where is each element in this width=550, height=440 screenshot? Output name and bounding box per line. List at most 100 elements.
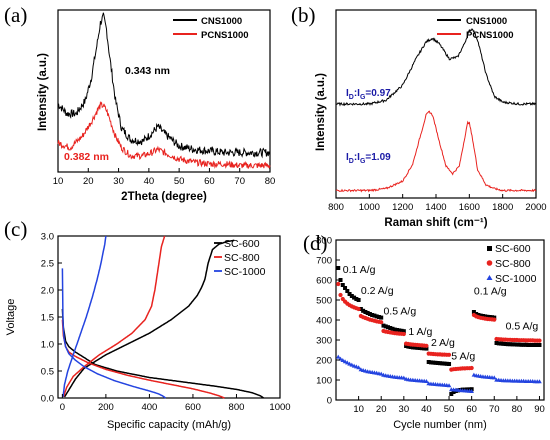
point-sc800-9 — [356, 306, 361, 312]
c-ytick-label-3: 1.5 — [41, 313, 54, 324]
point-sc600-84 — [526, 343, 531, 347]
legend-label-sc1000-d: SC-1000 — [495, 273, 537, 285]
legend-label-sc800-c: SC-800 — [224, 252, 260, 264]
d-xtick-label-8: 90 — [534, 404, 545, 415]
d-ytick-label-2: 200 — [316, 356, 332, 367]
series-line-c-5 — [62, 235, 107, 397]
panel-label-a: (a) — [4, 3, 27, 27]
a-xtick-label-1: 20 — [83, 176, 94, 187]
point-sc600-33 — [410, 345, 415, 350]
point-sc600-48 — [444, 361, 449, 366]
point-sc600-10 — [358, 307, 363, 311]
point-sc600-88 — [535, 343, 540, 347]
legend-marker-sc600-d — [487, 246, 492, 251]
point-sc600-6 — [349, 294, 354, 298]
rate-label-1: 0.2 A/g — [361, 285, 394, 297]
point-sc600-16 — [372, 313, 377, 318]
rate-label-3: 1 A/g — [408, 326, 432, 338]
c-xtick-label-3: 600 — [185, 402, 201, 413]
rate-label-7: 0.5 A/g — [506, 321, 539, 333]
panel-label-b: (b) — [291, 3, 316, 27]
c-ytick-label-6: 3.0 — [41, 232, 54, 243]
point-sc600-42 — [431, 360, 436, 365]
legend-label-sc600-d: SC-600 — [495, 243, 531, 255]
annotations-d: 0.1 A/g 0.2 A/g 0.5 A/g 1 A/g2 A/g5 A/g 0.1 … — [343, 264, 539, 362]
series-line-c-1 — [63, 239, 235, 398]
point-sc600-39 — [424, 346, 429, 351]
point-sc600-21 — [383, 324, 388, 329]
point-sc1000-4 — [345, 360, 350, 365]
b-xtick-label-4: 1600 — [459, 202, 480, 213]
series-line-c-4 — [61, 268, 167, 399]
series-group-a — [57, 12, 271, 170]
point-sc600-87 — [532, 343, 537, 347]
point-sc600-15 — [370, 313, 375, 317]
c-ytick-label-2: 1.0 — [41, 340, 54, 351]
annotation-ratio-pcns1000: ID:IG=1.09 — [346, 152, 391, 165]
point-sc600-64 — [480, 314, 485, 318]
legend-label-sc1000-c: SC-1000 — [224, 266, 266, 278]
b-xtick-label-1: 1000 — [359, 202, 380, 213]
panel-label-d: (d) — [303, 231, 328, 255]
point-sc800-1 — [338, 292, 343, 298]
point-sc600-61 — [474, 312, 479, 316]
point-sc1000-49 — [446, 383, 452, 388]
point-sc600-32 — [408, 345, 413, 349]
point-sc600-75 — [505, 342, 510, 347]
rate-label-5: 5 A/g — [451, 350, 475, 362]
a-xtick-label-0: 10 — [53, 176, 64, 187]
point-sc1000-0 — [335, 354, 341, 359]
legend-label-pcns1000-a: PCNS1000 — [201, 30, 249, 41]
point-sc600-45 — [438, 361, 442, 366]
series-line-c-3 — [62, 235, 166, 398]
point-sc600-40 — [426, 360, 431, 364]
point-sc800-29 — [401, 331, 406, 337]
point-sc600-50 — [449, 392, 454, 396]
panel-d: (d) 10 20 30 40 50 60 70 80 90 0 100 200 300 400 500 60… — [303, 231, 545, 431]
point-sc600-0 — [336, 266, 341, 270]
panel-label-c: (c) — [4, 217, 27, 241]
point-sc1000-29 — [401, 375, 407, 380]
y-axis-label-c: Voltage — [5, 299, 17, 336]
point-sc600-28 — [399, 328, 404, 333]
rate-label-2: 0.5 A/g — [383, 305, 416, 317]
point-sc600-37 — [419, 346, 424, 351]
c-ytick-label-5: 2.5 — [41, 259, 54, 270]
b-xtick-label-6: 2000 — [525, 202, 546, 213]
legend-marker-sc800-d — [486, 260, 493, 266]
point-sc1000-59 — [469, 389, 474, 393]
a-xtick-label-5: 60 — [204, 176, 215, 187]
point-sc600-11 — [361, 308, 366, 313]
point-sc600-27 — [397, 328, 402, 333]
point-sc600-47 — [442, 361, 447, 366]
plot-frame-a — [57, 9, 271, 173]
rate-label-0: 0.1 A/g — [343, 264, 376, 276]
point-sc600-62 — [476, 313, 481, 317]
point-sc800-39 — [424, 343, 429, 348]
point-sc600-79 — [514, 342, 519, 347]
d-xtick-label-6: 70 — [489, 404, 500, 415]
x-ticks-b: 800 1000 1200 1400 1600 1800 2000 — [328, 194, 547, 213]
panel-c: (c) 0 200 400 600 800 1000 0.0 0.5 1.0 1.5 2.0 2.5 3… — [4, 217, 291, 431]
legend-label-sc800-d: SC-800 — [495, 258, 531, 270]
point-sc600-86 — [530, 343, 535, 347]
panel-b: (b) 800 1000 1200 1400 1600 1800 2000 Raman sh… — [291, 3, 547, 229]
rate-label-6: 0.1 A/g — [474, 285, 507, 297]
y-axis-label-a: Intensity (a.u.) — [37, 53, 49, 131]
point-sc1000-89 — [537, 379, 542, 384]
d-ytick-label-6: 600 — [316, 276, 332, 287]
point-sc600-12 — [363, 310, 368, 314]
d-xtick-label-0: 10 — [353, 404, 364, 415]
d-xtick-label-2: 30 — [399, 404, 410, 415]
a-xtick-label-6: 70 — [234, 176, 245, 187]
d-ytick-label-1: 100 — [316, 376, 332, 387]
point-sc600-23 — [388, 326, 393, 330]
series-line-c-0 — [61, 308, 265, 399]
point-sc600-22 — [386, 325, 390, 330]
point-sc1000-2 — [340, 358, 346, 362]
point-sc600-81 — [519, 342, 524, 347]
x-axis-label-a: 2Theta (degree) — [121, 191, 207, 203]
point-sc600-36 — [417, 346, 422, 350]
legend-label-cns1000-b: CNS1000 — [466, 16, 507, 27]
